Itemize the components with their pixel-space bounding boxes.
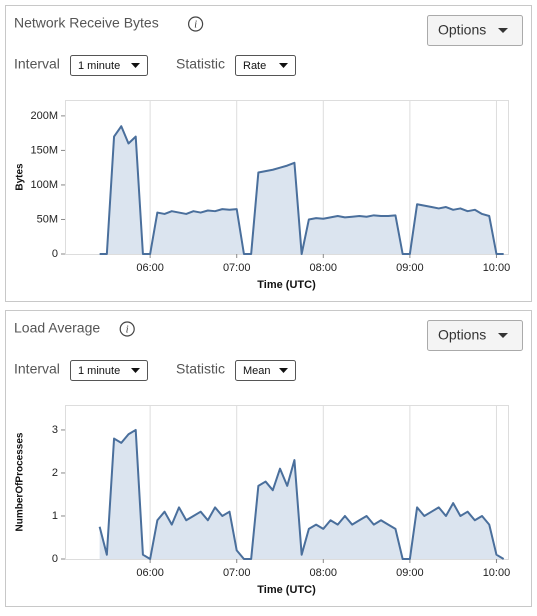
select-caret: [131, 63, 140, 68]
options-label: Options: [438, 327, 486, 343]
x-tick-label: 07:00: [223, 262, 251, 274]
select-caret: [131, 368, 140, 373]
options-button[interactable]: [427, 15, 523, 46]
panel-title: Network Receive Bytes: [14, 15, 159, 31]
series-line: [99, 125, 504, 255]
statistic-value: Mean: [243, 365, 271, 377]
statistic-label: Statistic: [176, 361, 225, 377]
statistic-select[interactable]: [235, 55, 296, 76]
x-tick-label: 07:00: [223, 567, 251, 579]
info-icon[interactable]: [188, 16, 204, 32]
y-axis-title: NumberOfProcesses: [15, 432, 26, 531]
x-tick-label: 06:00: [136, 262, 164, 274]
interval-label: Interval: [14, 361, 60, 377]
interval-label: Interval: [14, 56, 60, 72]
options-caret: [498, 28, 508, 33]
y-tick-label: 200M: [30, 110, 58, 122]
x-tick-label: 06:00: [136, 567, 164, 579]
select-caret: [279, 368, 288, 373]
x-axis-title: Time (UTC): [257, 584, 316, 596]
info-icon-text: i: [126, 324, 129, 335]
x-tick-label: 08:00: [310, 567, 338, 579]
options-label: Options: [438, 22, 486, 38]
y-axis-title: Bytes: [15, 163, 26, 191]
x-tick-label: 09:00: [396, 262, 424, 274]
interval-select[interactable]: [70, 360, 148, 381]
options-caret: [498, 333, 508, 338]
y-tick-label: 150M: [30, 144, 58, 156]
x-axis-title: Time (UTC): [257, 279, 316, 291]
interval-value: 1 minute: [78, 60, 120, 72]
select-caret: [279, 63, 288, 68]
area-fill: [99, 126, 504, 254]
series-line: [98, 428, 505, 560]
info-icon-text: i: [194, 19, 197, 30]
y-tick-label: 0: [52, 553, 58, 565]
x-tick-label: 10:00: [483, 262, 511, 274]
interval-select[interactable]: [70, 55, 148, 76]
interval-value: 1 minute: [78, 365, 120, 377]
panel-title: Load Average: [14, 320, 100, 336]
y-tick-label: 0: [52, 248, 58, 260]
options-button[interactable]: [427, 320, 523, 351]
info-icon[interactable]: [119, 321, 135, 337]
x-tick-label: 10:00: [483, 567, 511, 579]
area-fill: [99, 429, 504, 559]
statistic-label: Statistic: [176, 56, 225, 72]
x-tick-label: 08:00: [310, 262, 338, 274]
y-tick-label: 2: [52, 467, 58, 479]
statistic-select[interactable]: [235, 360, 296, 381]
statistic-value: Rate: [243, 60, 266, 72]
y-tick-label: 3: [52, 424, 58, 436]
y-tick-label: 50M: [37, 213, 58, 225]
y-tick-label: 100M: [30, 179, 58, 191]
x-tick-label: 09:00: [396, 567, 424, 579]
y-tick-label: 1: [52, 510, 58, 522]
